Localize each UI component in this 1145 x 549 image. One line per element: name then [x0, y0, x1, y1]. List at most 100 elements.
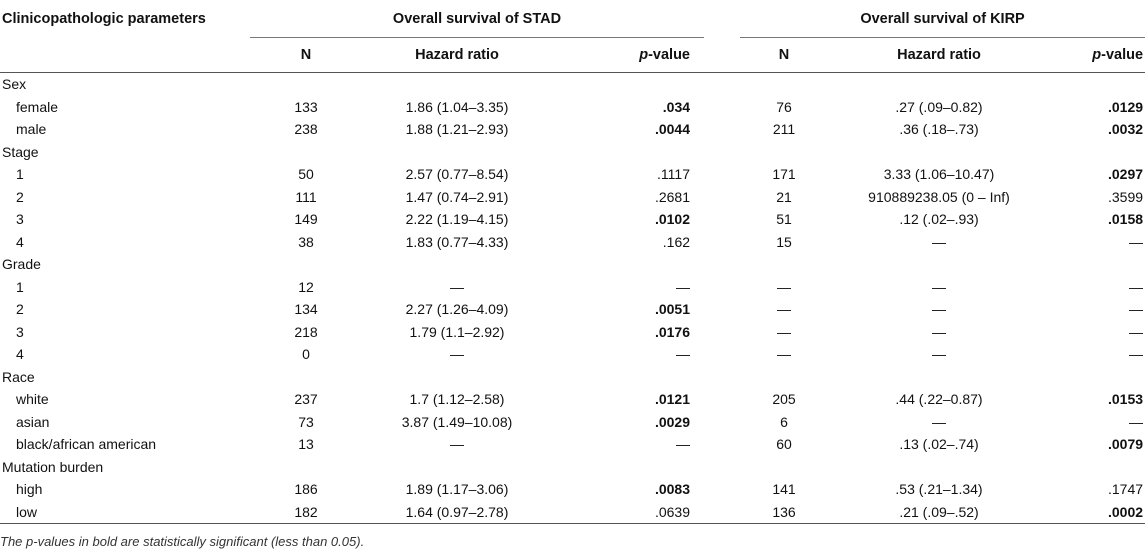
stad-n-cell: 238	[294, 121, 318, 137]
stad-p-cell: .0083	[654, 481, 691, 497]
stad-n-cell: 111	[295, 188, 317, 205]
table-row: female 133 1.86 (1.04–3.35) .034 76 .27 (.09–…	[0, 96, 1145, 119]
stad-hr-cell: 1.7 (1.12–2.58)	[409, 391, 505, 407]
table-row: low 182 1.64 (0.97–2.78) .0639 136.21 (.09–.…	[0, 500, 1145, 524]
group-label: Mutation burden	[2, 458, 104, 475]
group-row: Stage	[0, 141, 1145, 164]
group-label: Grade	[2, 256, 41, 272]
kirp-n-cell: —	[777, 301, 792, 317]
stad-group-header: Overall survival of STAD	[250, 0, 705, 38]
stad-n-cell: 38	[298, 233, 314, 250]
stad-p-cell: .0102	[654, 211, 691, 227]
row-label: 1	[16, 166, 24, 182]
stad-n-cell: 133	[294, 98, 318, 115]
stad-p-cell: .034	[662, 98, 691, 115]
stad-p-cell: .162	[662, 233, 691, 250]
kirp-p-cell: .1747	[1107, 481, 1144, 497]
stad-hr-header: Hazard ratio	[362, 37, 552, 73]
kirp-hr-cell: —	[932, 413, 947, 430]
kirp-p-cell: .0129	[1107, 98, 1144, 115]
kirp-hr-cell: —	[932, 301, 947, 317]
table-row: 2 134 2.27 (1.26–4.09) .0051 — — —	[0, 298, 1145, 321]
stad-n-cell: 237	[294, 391, 318, 407]
stad-hr-cell: 1.86 (1.04–3.35)	[405, 98, 509, 115]
table-row: 3 218 1.79 (1.1–2.92) .0176 — — —	[0, 321, 1145, 344]
header-row-groups: Clinicopathologic parameters Overall sur…	[0, 0, 1145, 38]
kirp-n-cell: 6	[780, 413, 788, 430]
stad-p-cell: —	[676, 346, 691, 362]
kirp-n-cell: 141	[772, 481, 796, 497]
stad-n-cell: 149	[294, 211, 318, 227]
kirp-n-cell: —	[777, 323, 792, 340]
table-row: male 238 1.88 (1.21–2.93) .0044 211 .36 (.18–…	[0, 118, 1145, 141]
stad-n-cell: 182	[250, 500, 362, 524]
kirp-p-cell: —	[1129, 346, 1144, 362]
stad-n-cell: 0	[302, 346, 310, 362]
stad-p-cell: .0044	[654, 121, 691, 137]
stad-n-cell: 13	[298, 436, 314, 452]
stad-hr-cell: 1.89 (1.17–3.06)	[405, 481, 509, 497]
kirp-p-cell: —	[1129, 413, 1144, 430]
kirp-hr-cell: .13 (.02–.74)	[899, 436, 979, 452]
stad-p-header: p-value	[552, 37, 705, 73]
stad-p-cell: .1117	[657, 166, 691, 182]
table-footnote: The p-values in bold are statistically s…	[0, 534, 365, 549]
stad-p-cell: .0051	[654, 301, 691, 317]
stad-p-cell: .0121	[654, 391, 691, 407]
kirp-p-cell: .0297	[1107, 166, 1144, 182]
kirp-p-cell: .0153	[1107, 391, 1144, 407]
group-row: Sex	[0, 73, 1145, 96]
row-label: 3	[16, 323, 24, 340]
row-label: 4	[16, 346, 24, 362]
kirp-hr-cell: —	[932, 323, 947, 340]
kirp-hr-header: Hazard ratio	[828, 37, 1051, 73]
kirp-n-cell: 205	[772, 391, 796, 407]
kirp-hr-cell: —	[932, 278, 947, 295]
kirp-n-cell: 136	[740, 500, 829, 524]
kirp-n-cell: 76	[776, 98, 792, 115]
row-label: 2	[16, 188, 24, 205]
stad-n-header: N	[250, 37, 362, 73]
table-row: 4 38 1.83 (0.77–4.33) .162 15 — —	[0, 231, 1145, 254]
stad-p-cell: .0176	[654, 323, 691, 340]
row-label: white	[16, 391, 49, 407]
kirp-p-cell: .0002	[1050, 500, 1145, 524]
header-row-columns: N Hazard ratio p-value N Hazard ratio p-…	[0, 37, 1145, 73]
stad-hr-cell: 1.88 (1.21–2.93)	[405, 121, 509, 137]
kirp-p-cell: .0158	[1107, 211, 1144, 227]
stad-hr-cell: 2.22 (1.19–4.15)	[405, 211, 509, 227]
kirp-n-cell: 51	[776, 211, 792, 227]
kirp-p-cell: —	[1129, 301, 1144, 317]
kirp-hr-cell: 910889238.05 (0 – Inf)	[868, 188, 1010, 205]
survival-table: Clinicopathologic parameters Overall sur…	[0, 0, 1145, 524]
group-row: Mutation burden	[0, 456, 1145, 479]
kirp-n-cell: —	[777, 346, 792, 362]
group-label: Race	[2, 368, 35, 385]
kirp-n-cell: 15	[776, 233, 792, 250]
row-label: female	[16, 98, 59, 115]
stad-hr-cell: 1.83 (0.77–4.33)	[405, 233, 509, 250]
table-row: 2 111 1.47 (0.74–2.91) .2681 21 910889238.05 …	[0, 186, 1145, 209]
table-row: asian 73 3.87 (1.49–10.08) .0029 6 — —	[0, 411, 1145, 434]
kirp-hr-cell: .36 (.18–.73)	[899, 121, 979, 137]
param-header: Clinicopathologic parameters	[2, 11, 206, 27]
kirp-p-cell: —	[1129, 323, 1144, 340]
row-label: black/african american	[16, 436, 157, 452]
kirp-hr-cell: .12 (.02–.93)	[899, 211, 979, 227]
kirp-p-cell: .0079	[1107, 436, 1144, 452]
kirp-hr-cell: 3.33 (1.06–10.47)	[883, 166, 995, 182]
kirp-n-cell: —	[777, 278, 792, 295]
stad-n-cell: 218	[294, 323, 318, 340]
row-label: 4	[16, 233, 24, 250]
kirp-group-header: Overall survival of KIRP	[740, 0, 1145, 38]
stad-n-cell: 73	[298, 413, 314, 430]
kirp-hr-cell: .21 (.09–.52)	[828, 500, 1051, 524]
stad-p-cell: .2681	[654, 188, 691, 205]
table-row: 3 149 2.22 (1.19–4.15) .0102 51 .12 (.02–.93)…	[0, 208, 1145, 231]
kirp-p-cell: .0032	[1107, 121, 1144, 137]
row-label: 3	[16, 211, 24, 227]
kirp-n-cell: 211	[772, 121, 796, 137]
kirp-n-header: N	[740, 37, 829, 73]
kirp-p-cell: .3599	[1107, 188, 1144, 205]
